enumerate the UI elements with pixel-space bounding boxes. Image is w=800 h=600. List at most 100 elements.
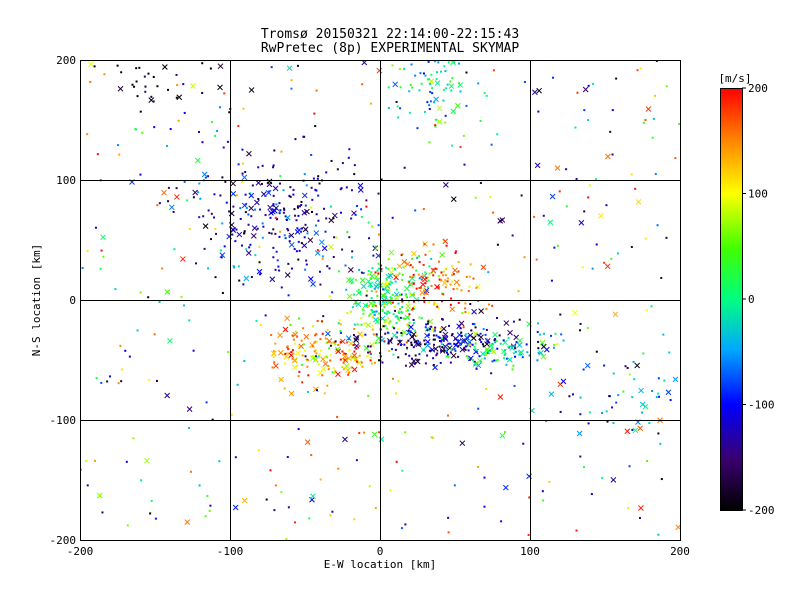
data-point-dot (95, 377, 98, 380)
data-point-x (310, 493, 316, 500)
data-point-dot (141, 131, 144, 134)
data-point-dot (459, 146, 462, 149)
data-point-dot (143, 75, 146, 78)
data-point-dot (430, 73, 433, 76)
data-point-dot (579, 413, 582, 416)
data-point-x (248, 205, 255, 212)
data-point-dot (424, 362, 427, 365)
data-point-dot (327, 364, 330, 367)
data-point-dot (399, 316, 402, 319)
data-point-dot (601, 476, 604, 479)
data-point-dot (317, 363, 320, 366)
data-point-dot (592, 82, 595, 85)
data-point-dot (412, 346, 415, 349)
data-point-dot (383, 306, 386, 309)
data-point-dot (403, 265, 406, 268)
data-point-dot (353, 328, 356, 331)
data-point-dot (273, 361, 276, 364)
data-point-dot (444, 274, 447, 277)
data-point-dot (415, 340, 418, 343)
data-point-dot (459, 327, 462, 330)
data-point-dot (279, 377, 282, 380)
data-point-x (309, 342, 315, 348)
data-point-dot (388, 349, 391, 352)
data-point-dot (391, 293, 394, 296)
data-point-x (675, 524, 680, 531)
data-point-dot (243, 230, 246, 233)
data-point-x (230, 227, 237, 233)
data-point-dot (120, 380, 123, 383)
data-point-dot (588, 184, 591, 187)
data-point-dot (329, 514, 332, 517)
data-point-dot (447, 531, 450, 534)
data-point-dot (652, 117, 655, 120)
data-point-dot (274, 232, 277, 235)
data-point-x (192, 189, 199, 196)
data-point-dot (410, 63, 413, 66)
data-point-dot (152, 75, 155, 78)
data-point-x (351, 366, 358, 373)
data-point-dot (437, 286, 440, 289)
data-point-x (408, 362, 415, 368)
data-point-dot (653, 94, 656, 97)
data-point-dot (368, 314, 371, 317)
data-point-dot (326, 328, 329, 331)
data-point-x (268, 210, 274, 216)
data-point-dot (241, 162, 244, 165)
data-point-dot (496, 347, 499, 350)
data-point-dot (429, 327, 432, 330)
data-point-dot (542, 332, 545, 335)
data-point-dot (449, 351, 452, 354)
data-point-dot (612, 421, 615, 424)
data-point-dot (432, 364, 435, 367)
data-point-x (475, 362, 482, 369)
data-point-dot (381, 310, 384, 313)
data-point-dot (412, 307, 415, 310)
data-point-dot (375, 290, 378, 293)
data-point-dot (314, 125, 317, 128)
data-point-dot (365, 294, 368, 297)
data-point-dot (201, 62, 204, 65)
data-point-dot (375, 310, 378, 313)
data-point-dot (458, 284, 461, 287)
data-point-dot (389, 489, 392, 492)
data-point-dot (507, 345, 510, 348)
data-point-dot (399, 86, 402, 89)
data-point-dot (364, 333, 367, 336)
data-point-dot (290, 79, 293, 82)
data-point-dot (353, 173, 356, 176)
data-point-dot (298, 317, 301, 320)
data-point-dot (636, 69, 639, 72)
data-point-dot (665, 236, 668, 239)
data-point-dot (406, 348, 409, 351)
data-point-dot (210, 238, 213, 241)
data-point-dot (458, 62, 461, 65)
data-point-x (478, 334, 484, 341)
data-point-x (230, 180, 236, 187)
data-point-dot (391, 266, 394, 269)
data-point-x (497, 218, 504, 224)
data-point-dot (301, 354, 304, 357)
data-point-dot (241, 181, 244, 184)
data-point-dot (651, 389, 654, 392)
data-point-dot (300, 200, 303, 203)
data-point-dot (213, 193, 216, 196)
data-point-dot (617, 394, 620, 397)
data-point-dot (420, 275, 423, 278)
data-point-dot (295, 250, 298, 253)
data-point-x (164, 289, 171, 295)
data-point-dot (215, 232, 218, 235)
data-point-x (272, 185, 279, 192)
data-point-x (409, 292, 415, 298)
x-tick-label: 0 (377, 545, 384, 558)
data-point-dot (655, 395, 658, 398)
data-point-dot (365, 304, 368, 307)
data-point-dot (328, 295, 331, 298)
data-point-dot (435, 267, 438, 270)
data-point-dot (519, 352, 522, 355)
data-point-dot (300, 230, 303, 233)
data-point-dot (436, 352, 439, 355)
data-point-dot (272, 203, 275, 206)
data-point-dot (551, 76, 554, 79)
data-point-x (230, 190, 237, 197)
